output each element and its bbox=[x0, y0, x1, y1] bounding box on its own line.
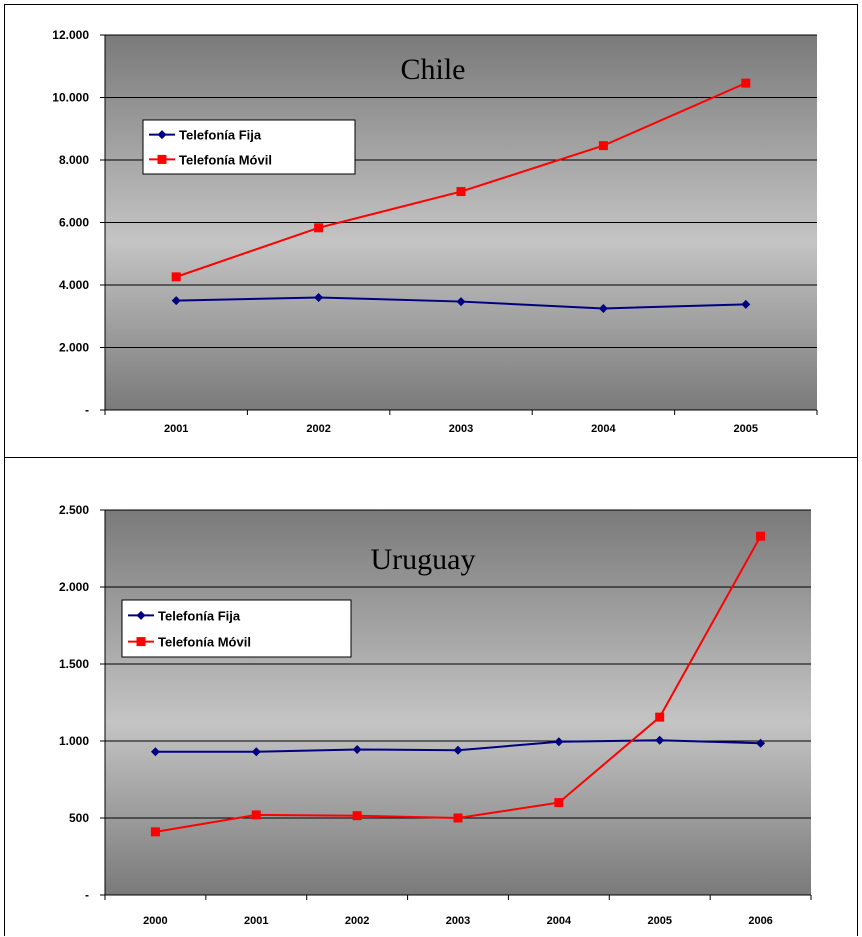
data-point-movil bbox=[314, 223, 324, 233]
data-point-movil bbox=[741, 78, 751, 88]
x-tick-label: 2004 bbox=[547, 915, 572, 927]
x-tick-label: 2000 bbox=[143, 915, 167, 927]
data-point-fija bbox=[756, 738, 766, 748]
data-point-movil bbox=[598, 141, 608, 151]
legend-box bbox=[142, 119, 356, 175]
data-point-fija bbox=[598, 303, 608, 313]
data-point-movil bbox=[171, 272, 181, 282]
x-tick-label: 2002 bbox=[345, 915, 369, 927]
legend-label: Telefonía Móvil bbox=[158, 635, 251, 650]
y-tick-label: 1.000 bbox=[59, 734, 89, 748]
legend-marker-square bbox=[136, 637, 146, 647]
chart-title: Chile bbox=[401, 53, 466, 86]
data-point-movil bbox=[251, 810, 261, 820]
legend-marker-diamond bbox=[157, 130, 167, 140]
y-tick-label: 8.000 bbox=[59, 153, 89, 167]
data-point-fija bbox=[554, 737, 564, 747]
data-point-movil bbox=[456, 187, 466, 197]
x-tick-label: 2005 bbox=[734, 423, 758, 435]
data-point-movil bbox=[453, 813, 463, 823]
data-point-movil bbox=[352, 811, 362, 821]
chart-uruguay: - 500 1.000 1.500 2.000 2.500 2000 2001 2002 2003… bbox=[59, 503, 812, 927]
x-tick-label: 2006 bbox=[748, 915, 772, 927]
chart-uruguay-panel: - 500 1.000 1.500 2.000 2.500 2000 2001 2002 2003… bbox=[4, 457, 858, 936]
legend: Telefonía Fija Telefonía Móvil bbox=[142, 119, 356, 175]
x-tick-label: 2005 bbox=[647, 915, 671, 927]
data-point-fija bbox=[741, 299, 751, 309]
legend: Telefonía Fija Telefonía Móvil bbox=[121, 599, 352, 658]
chart-chile-panel: - 2.000 4.000 6.000 8.000 10.000 12.000 2001 200… bbox=[4, 4, 858, 458]
legend-label: Telefonía Fija bbox=[158, 608, 241, 623]
data-point-movil bbox=[655, 712, 665, 722]
x-tick-label: 2003 bbox=[449, 423, 473, 435]
y-tick-label: 1.500 bbox=[59, 657, 89, 671]
data-point-fija bbox=[456, 297, 466, 307]
data-point-fija bbox=[655, 735, 665, 745]
x-tick-label: 2003 bbox=[446, 915, 470, 927]
y-tick-label: 2.000 bbox=[59, 341, 89, 355]
data-point-movil bbox=[150, 827, 160, 837]
x-tick-label: 2001 bbox=[164, 423, 188, 435]
y-tick-label: - bbox=[85, 888, 89, 902]
data-point-fija bbox=[171, 296, 181, 306]
y-tick-label: 500 bbox=[69, 811, 89, 825]
x-tick-label: 2004 bbox=[591, 423, 616, 435]
x-tick-label: 2002 bbox=[306, 423, 330, 435]
y-tick-label: 12.000 bbox=[52, 28, 89, 42]
data-point-movil bbox=[756, 531, 766, 541]
chart-chile: - 2.000 4.000 6.000 8.000 10.000 12.000 2001 200… bbox=[52, 28, 818, 435]
y-tick-label: 6.000 bbox=[59, 216, 89, 230]
data-point-movil bbox=[554, 798, 564, 808]
data-point-fija bbox=[150, 747, 160, 757]
y-tick-label: 10.000 bbox=[52, 91, 89, 105]
data-point-fija bbox=[453, 745, 463, 755]
data-point-fija bbox=[314, 293, 324, 302]
legend-marker-diamond bbox=[136, 610, 146, 620]
chart-title: Uruguay bbox=[371, 543, 476, 576]
data-point-fija bbox=[251, 747, 261, 757]
plot-area bbox=[105, 510, 811, 895]
y-tick-label: - bbox=[85, 403, 89, 417]
data-point-fija bbox=[352, 744, 362, 754]
x-tick-label: 2001 bbox=[244, 915, 268, 927]
y-tick-label: 4.000 bbox=[59, 278, 89, 292]
legend-label: Telefonía Móvil bbox=[179, 152, 272, 167]
legend-box bbox=[121, 599, 352, 658]
legend-marker-square bbox=[157, 154, 167, 164]
legend-label: Telefonía Fija bbox=[179, 128, 262, 143]
y-tick-label: 2.000 bbox=[59, 580, 89, 594]
y-tick-label: 2.500 bbox=[59, 503, 89, 517]
